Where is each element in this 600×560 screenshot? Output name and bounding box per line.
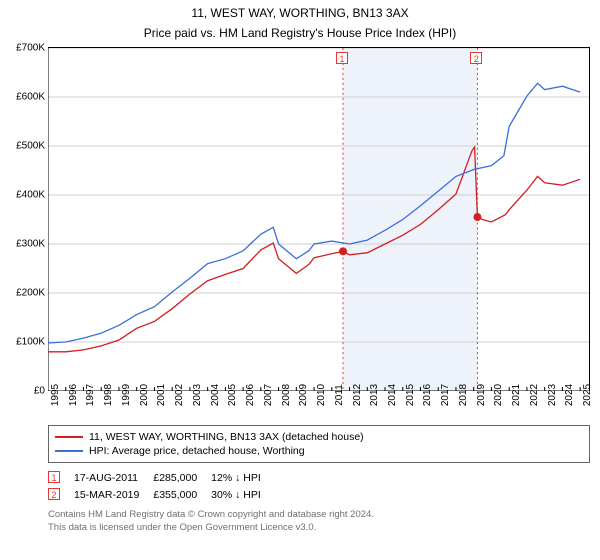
y-tick-label: £600K (16, 92, 48, 103)
x-tick-label: 2013 (367, 384, 380, 406)
table-row: 2 15-MAR-2019£355,00030% ↓ HPI (48, 486, 275, 503)
chart-svg (48, 48, 589, 391)
y-tick-label: £100K (16, 337, 48, 348)
x-tick-label: 2016 (420, 384, 433, 406)
chart-legend: 11, WEST WAY, WORTHING, BN13 3AX (detach… (48, 425, 590, 463)
x-tick-label: 2014 (385, 384, 398, 406)
x-tick-label: 2004 (208, 384, 221, 406)
y-tick-label: £400K (16, 190, 48, 201)
chart-marker-box: 1 (336, 52, 348, 64)
legend-label: 11, WEST WAY, WORTHING, BN13 3AX (detach… (89, 431, 364, 443)
x-tick-label: 2005 (225, 384, 238, 406)
x-tick-label: 2019 (474, 384, 487, 406)
y-tick-label: £300K (16, 239, 48, 250)
y-tick-label: £200K (16, 288, 48, 299)
x-tick-label: 1996 (66, 384, 79, 406)
transaction-price: £285,000 (153, 469, 211, 486)
x-tick-label: 2023 (545, 384, 558, 406)
footer-line: This data is licensed under the Open Gov… (48, 522, 590, 534)
page-subtitle: Price paid vs. HM Land Registry's House … (10, 26, 590, 42)
x-tick-label: 2008 (279, 384, 292, 406)
x-tick-label: 2001 (154, 384, 167, 406)
legend-row: 11, WEST WAY, WORTHING, BN13 3AX (detach… (55, 430, 583, 444)
x-tick-label: 2006 (243, 384, 256, 406)
x-tick-label: 2020 (491, 384, 504, 406)
x-tick-label: 2015 (403, 384, 416, 406)
transaction-delta: 30% ↓ HPI (211, 486, 275, 503)
x-tick-label: 2009 (296, 384, 309, 406)
x-tick-label: 1999 (119, 384, 132, 406)
transaction-price: £355,000 (153, 486, 211, 503)
transaction-delta: 12% ↓ HPI (211, 469, 275, 486)
legend-row: HPI: Average price, detached house, Wort… (55, 444, 583, 458)
chart-marker-box: 2 (470, 52, 482, 64)
transaction-table: 1 17-AUG-2011£285,00012% ↓ HPI 2 15-MAR-201… (48, 469, 590, 503)
legend-swatch (55, 450, 83, 452)
page-title: 11, WEST WAY, WORTHING, BN13 3AX (10, 6, 590, 22)
footer-line: Contains HM Land Registry data © Crown c… (48, 509, 590, 521)
x-tick-label: 2002 (172, 384, 185, 406)
footer-attribution: Contains HM Land Registry data © Crown c… (48, 509, 590, 534)
x-tick-label: 1998 (101, 384, 114, 406)
y-tick-label: £700K (16, 43, 48, 54)
x-tick-label: 2012 (350, 384, 363, 406)
x-tick-label: 2024 (562, 384, 575, 406)
x-tick-label: 1995 (48, 384, 61, 406)
x-tick-label: 2010 (314, 384, 327, 406)
x-tick-label: 2021 (509, 384, 522, 406)
x-tick-label: 2000 (137, 384, 150, 406)
y-tick-label: £0 (34, 386, 48, 397)
transaction-marker: 1 (48, 471, 60, 483)
x-tick-label: 2007 (261, 384, 274, 406)
table-row: 1 17-AUG-2011£285,00012% ↓ HPI (48, 469, 275, 486)
x-tick-label: 2017 (438, 384, 451, 406)
x-tick-label: 2025 (580, 384, 593, 406)
price-chart: £0£100K£200K£300K£400K£500K£600K£700K199… (48, 47, 590, 391)
x-tick-label: 2022 (527, 384, 540, 406)
transaction-marker: 2 (48, 488, 60, 500)
x-tick-label: 2018 (456, 384, 469, 406)
x-tick-label: 1997 (83, 384, 96, 406)
transaction-date: 17-AUG-2011 (74, 469, 153, 486)
x-tick-label: 2011 (332, 384, 345, 406)
legend-label: HPI: Average price, detached house, Wort… (89, 445, 305, 457)
transaction-date: 15-MAR-2019 (74, 486, 153, 503)
legend-swatch (55, 436, 83, 438)
x-tick-label: 2003 (190, 384, 203, 406)
y-tick-label: £500K (16, 141, 48, 152)
